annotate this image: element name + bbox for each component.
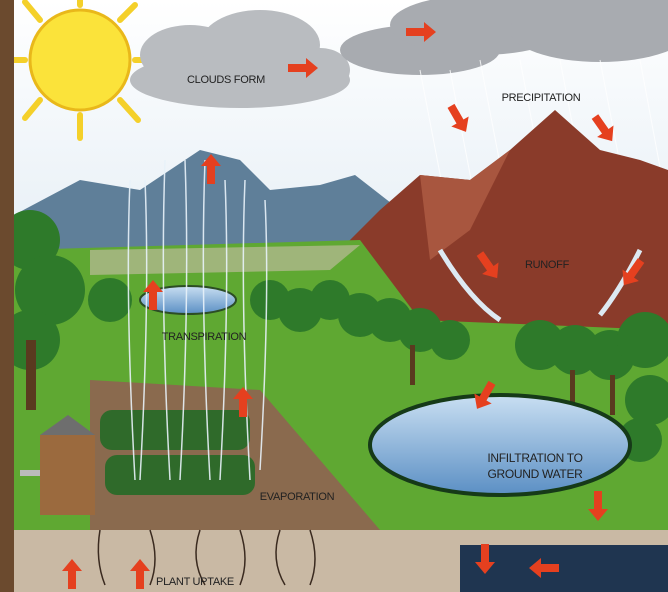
label-plant-uptake: PLANT UPTAKE [156, 576, 234, 588]
water-cycle-diagram: CLOUDS FORM PRECIPITATION RUNOFF TRANSPI… [0, 0, 668, 592]
groundwater [460, 545, 668, 592]
label-precipitation: PRECIPITATION [502, 92, 581, 104]
label-infiltration: GROUND WATER [487, 467, 583, 481]
frame-left [0, 0, 14, 592]
label-infiltration: INFILTRATION TO [487, 451, 582, 465]
label-clouds-form: CLOUDS FORM [187, 74, 265, 86]
label-evaporation: EVAPORATION [260, 491, 335, 503]
label-transpiration: TRANSPIRATION [162, 331, 247, 343]
label-runoff: RUNOFF [525, 259, 570, 271]
